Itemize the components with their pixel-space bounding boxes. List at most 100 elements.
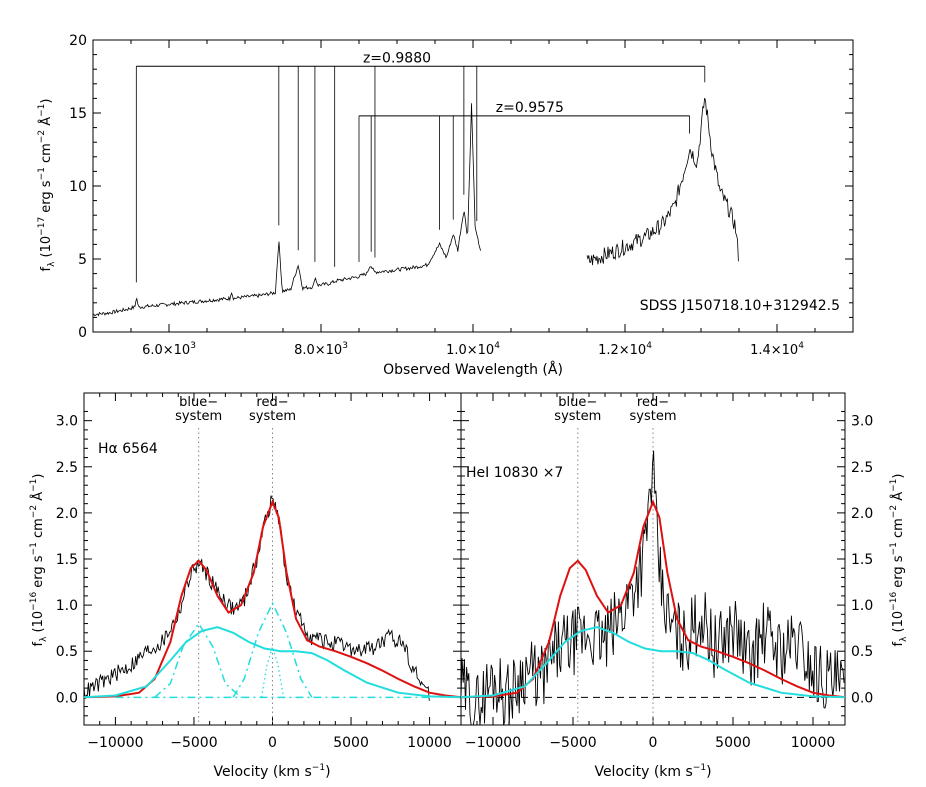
top-x-tick-label: 6.0×103: [142, 341, 196, 358]
redshift-label: z=0.9575: [496, 100, 564, 116]
br-x-tick-label: 0: [649, 735, 658, 751]
br-x-tick-label: −5000: [549, 735, 596, 751]
bl-red-core-component: [260, 644, 285, 698]
label-part: Å: [38, 117, 54, 130]
label-part: erg s: [31, 555, 46, 592]
label-part: −17: [37, 217, 47, 236]
bl-line-label: Hα 6564: [98, 441, 158, 457]
label-part: −1: [693, 763, 706, 773]
label-part: −16: [29, 592, 39, 611]
label-part: erg s: [39, 180, 54, 217]
bl-system-label: system: [249, 409, 296, 424]
top-x-axis-label: Observed Wavelength (Å): [383, 361, 563, 378]
top-y-tick-label: 10: [69, 179, 87, 195]
redshift-label: z=0.9880: [363, 50, 431, 66]
bl-blue-narrow-component: [154, 622, 242, 698]
bl-y-tick-label: 2.0: [56, 506, 78, 522]
br-y-tick-label: 3.0: [851, 414, 873, 430]
top-x-tick-label: 8.0×103: [294, 341, 348, 358]
top-x-ticks: 6.0×103 8.0×103 1.0×104 1.2×104 1.4×104: [92, 40, 854, 358]
bl-x-ticks: −10000 −5000 0 5000 10000: [83, 393, 462, 751]
top-plot-frame: [92, 39, 854, 333]
bl-y-tick-label: 1.5: [56, 552, 78, 568]
label-part: ): [325, 764, 330, 780]
label-part: λ: [47, 261, 57, 267]
top-y-tick-label: 15: [69, 106, 87, 122]
label-part: erg s: [891, 555, 906, 592]
br-system-label: system: [630, 409, 677, 424]
br-broad-component: [460, 626, 846, 699]
bl-y-tick-label: 2.5: [56, 460, 78, 476]
bl-x-tick-label: −5000: [170, 735, 217, 751]
label-part: ): [706, 764, 711, 780]
spectrum-infrared: [586, 98, 739, 266]
redshift-markers: z=0.9880 z=0.9575: [135, 50, 706, 283]
label-part: −1: [889, 542, 899, 555]
bottom-right-panel-hei: −10000 −5000 0 5000 10000 0.0 0.5 1.0 1.5 2.0 2.5…: [460, 392, 909, 780]
bl-y-axis-label: fλ (10−16 erg s−1 cm−2 Å−1): [29, 474, 49, 647]
top-y-ticks: 0 5 10 15 20: [69, 33, 853, 341]
label-part: cm: [891, 518, 906, 542]
label-part: (10: [31, 611, 46, 637]
label-part: ): [39, 99, 54, 104]
br-x-ticks: −10000 −5000 0 5000 10000: [460, 393, 846, 751]
bl-x-tick-label: 5000: [333, 735, 369, 751]
label-part: Velocity (km s: [594, 764, 692, 780]
br-x-axis-label: Velocity (km s−1): [594, 763, 711, 780]
label-part: −16: [889, 592, 899, 611]
label-part: ): [891, 474, 906, 479]
object-label: SDSS J150718.10+312942.5: [640, 298, 840, 314]
bl-y-tick-label: 1.0: [56, 598, 78, 614]
br-system-label: red−: [637, 395, 669, 410]
label-part: (10: [891, 611, 906, 637]
label-part: −1: [37, 104, 47, 117]
bl-data-spectrum: [83, 495, 430, 701]
label-part: ): [31, 474, 46, 479]
br-model-fit: [460, 499, 846, 699]
bl-broad-component: [83, 626, 462, 699]
top-x-tick-label: 1.0×104: [446, 341, 500, 358]
top-y-tick-label: 0: [78, 325, 87, 341]
br-y-tick-label: 1.5: [851, 552, 873, 568]
label-part: Velocity (km s: [213, 764, 311, 780]
label-part: −2: [889, 505, 899, 518]
bl-series: [83, 495, 462, 701]
bl-y-tick-label: 0.0: [56, 690, 78, 706]
br-y-ticks: 0.0 0.5 1.0 1.5 2.0 2.5 3.0: [461, 410, 873, 717]
label-part: λ: [899, 636, 909, 642]
label-part: Å: [30, 492, 46, 505]
br-x-tick-label: −10000: [465, 735, 521, 751]
bl-x-tick-label: −10000: [87, 735, 143, 751]
top-x-tick-label: 1.2×104: [598, 341, 652, 358]
br-x-tick-label: 10000: [791, 735, 836, 751]
top-panel-spectrum: 6.0×103 8.0×103 1.0×104 1.2×104 1.4×104 0 5 10…: [37, 33, 854, 378]
top-y-tick-label: 20: [69, 33, 87, 49]
label-part: (10: [39, 236, 54, 262]
bl-model-fit: [83, 499, 462, 699]
bottom-left-panel-halpha: −10000 −5000 0 5000 10000 0.0 0.5 1.0 1.5 2.0 2.5…: [29, 392, 462, 780]
label-part: λ: [39, 636, 49, 642]
br-y-tick-label: 0.5: [851, 644, 873, 660]
bl-red-narrow-component: [232, 601, 313, 698]
label-part: −1: [29, 542, 39, 555]
br-system-label: system: [554, 409, 601, 424]
label-part: f: [31, 641, 46, 646]
bl-x-axis-label: Velocity (km s−1): [213, 763, 330, 780]
br-series: [460, 450, 846, 726]
bl-x-tick-label: 10000: [407, 735, 452, 751]
br-y-tick-label: 0.0: [851, 690, 873, 706]
label-part: −1: [312, 763, 325, 773]
bl-y-ticks: 0.0 0.5 1.0 1.5 2.0 2.5 3.0: [56, 410, 461, 717]
br-data-spectrum: [460, 450, 845, 726]
top-spectrum-series: [92, 98, 739, 317]
label-part: −2: [29, 505, 39, 518]
br-line-label: HeI 10830 ×7: [466, 465, 563, 481]
label-part: f: [891, 641, 906, 646]
label-part: −1: [37, 167, 47, 180]
label-part: Å: [890, 492, 906, 505]
bl-system-label: red−: [256, 395, 288, 410]
label-part: −2: [37, 130, 47, 143]
